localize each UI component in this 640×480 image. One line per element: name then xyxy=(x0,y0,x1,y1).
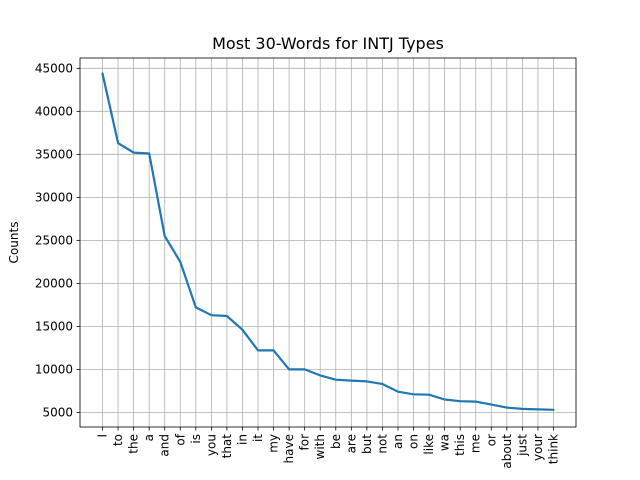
x-tick-label: with xyxy=(313,434,327,459)
x-tick-label: or xyxy=(484,434,498,446)
x-tick-label: on xyxy=(407,434,421,449)
x-tick-label: for xyxy=(298,434,312,451)
y-tick-label: 10000 xyxy=(35,362,73,376)
series-line xyxy=(101,72,555,411)
y-tick-label: 25000 xyxy=(35,233,73,247)
x-tick-label: be xyxy=(329,434,343,449)
y-tick-label: 35000 xyxy=(35,147,73,161)
y-axis: 5000 10000 15000 20000 25000 30000 35000 40000 4… xyxy=(35,61,80,419)
x-tick-label: about xyxy=(500,434,514,469)
x-tick-label: this xyxy=(453,434,467,456)
x-tick-label: I xyxy=(96,434,110,438)
chart-title: Most 30-Words for INTJ Types xyxy=(212,34,444,53)
grid-lines xyxy=(80,58,576,427)
y-axis-label: Counts xyxy=(7,222,21,264)
x-tick-label: to xyxy=(111,434,125,446)
x-tick-label: is xyxy=(189,434,203,444)
x-tick-label: a xyxy=(142,434,156,441)
x-tick-label: but xyxy=(360,434,374,454)
x-tick-label: wa xyxy=(438,434,452,451)
y-tick-label: 30000 xyxy=(35,190,73,204)
x-tick-label: you xyxy=(204,434,218,456)
x-tick-label: just xyxy=(515,434,529,457)
x-tick-label: your xyxy=(531,434,545,461)
y-tick-label: 15000 xyxy=(35,319,73,333)
x-tick-label: an xyxy=(391,434,405,449)
y-tick-label: 40000 xyxy=(35,104,73,118)
x-tick-label: the xyxy=(127,434,141,454)
x-tick-label: my xyxy=(267,434,281,453)
x-tick-label: are xyxy=(344,434,358,453)
x-tick-label: like xyxy=(422,434,436,455)
y-tick-label: 5000 xyxy=(42,405,73,419)
y-tick-label: 45000 xyxy=(35,61,73,75)
x-tick-label: and xyxy=(158,434,172,457)
x-tick-label: not xyxy=(375,434,389,454)
x-tick-label: me xyxy=(469,434,483,453)
x-tick-label: of xyxy=(173,433,187,445)
x-tick-label: think xyxy=(547,434,561,464)
series-counts xyxy=(101,72,555,411)
x-tick-label: it xyxy=(251,434,265,442)
x-tick-label: that xyxy=(220,434,234,459)
plot-frame xyxy=(79,57,577,428)
y-tick-label: 20000 xyxy=(35,276,73,290)
x-tick-label: in xyxy=(235,434,249,445)
x-tick-label: have xyxy=(282,434,296,463)
